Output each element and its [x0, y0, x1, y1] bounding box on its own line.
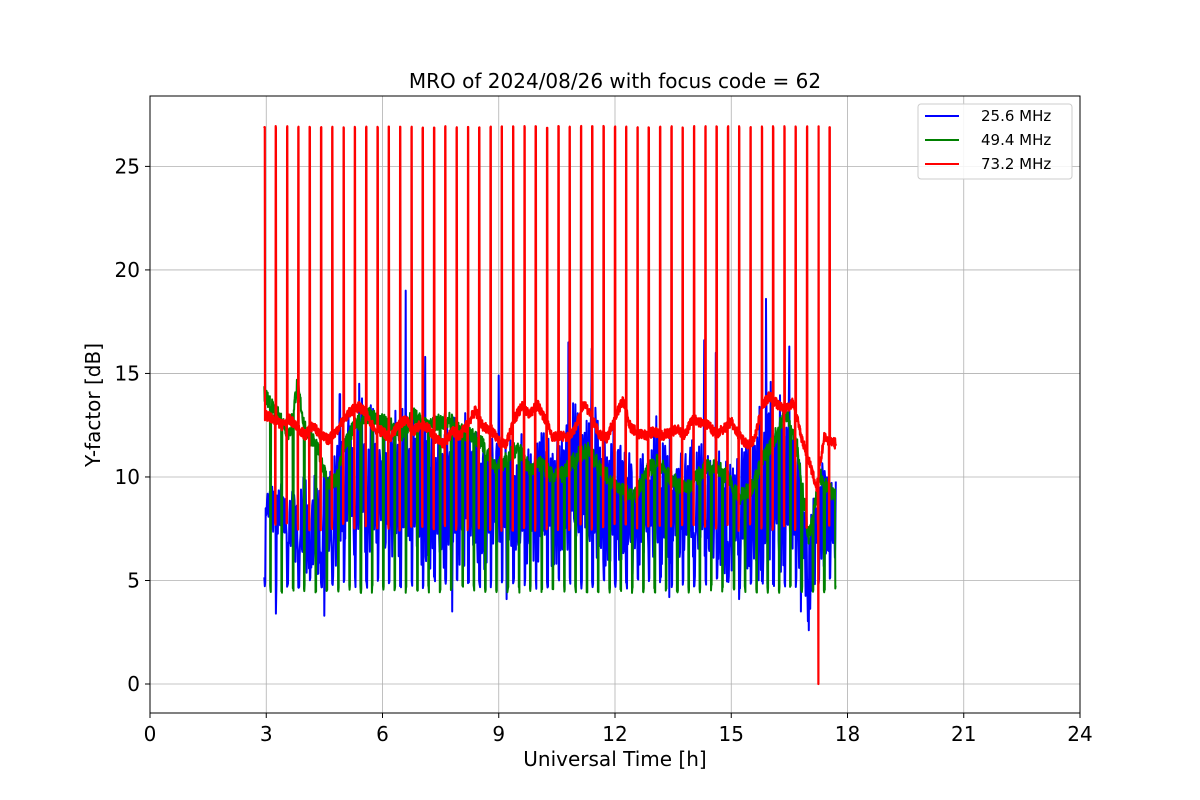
legend-label-49-4: 49.4 MHz: [981, 131, 1051, 149]
x-tick-label: 3: [260, 722, 273, 746]
y-tick-label: 25: [115, 154, 140, 178]
x-axis: 0 3 6 9 12 15 18 21 24: [144, 713, 1093, 746]
y-tick-label: 10: [115, 465, 140, 489]
x-tick-label: 18: [835, 722, 860, 746]
x-tick-label: 21: [951, 722, 976, 746]
y-tick-label: 20: [115, 258, 140, 282]
legend: 25.6 MHz 49.4 MHz 73.2 MHz: [917, 103, 1073, 180]
y-tick-label: 15: [115, 361, 140, 385]
x-tick-label: 6: [376, 722, 389, 746]
chart-title: MRO of 2024/08/26 with focus code = 62: [409, 69, 821, 93]
series-line-73-2-mhz: [263, 124, 837, 686]
legend-box: [917, 103, 1073, 180]
y-tick-label: 5: [127, 568, 140, 592]
x-tick-label: 9: [492, 722, 505, 746]
y-tick-label: 0: [127, 672, 140, 696]
legend-label-73-2: 73.2 MHz: [981, 155, 1051, 173]
y-axis-label: Y-factor [dB]: [81, 343, 105, 468]
x-tick-label: 15: [719, 722, 744, 746]
x-tick-label: 0: [144, 722, 157, 746]
legend-label-25-6: 25.6 MHz: [981, 107, 1051, 125]
x-tick-label: 24: [1067, 722, 1092, 746]
y-axis: 0 5 10 15 20 25: [115, 154, 150, 696]
x-tick-label: 12: [602, 722, 627, 746]
series-layer: [263, 124, 837, 686]
x-axis-label: Universal Time [h]: [523, 747, 706, 771]
series-line-49-4-mhz: [263, 378, 837, 594]
